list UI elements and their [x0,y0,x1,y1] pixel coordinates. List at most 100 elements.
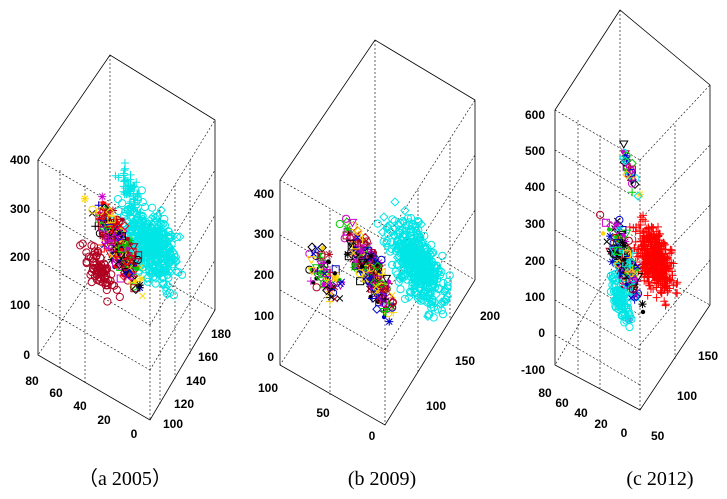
data-point [327,293,335,301]
data-point [126,170,135,179]
data-point [651,268,660,277]
data-point [617,301,626,310]
data-point [114,206,123,216]
data-point [132,178,141,187]
z-tick-label: 200 [525,254,545,268]
data-point [644,277,653,286]
z-tick-label: 400 [525,180,545,194]
data-point [138,198,147,207]
data-point [144,248,153,257]
data-point [625,310,634,319]
y-tick-label: 100 [426,399,446,413]
data-point [410,283,419,293]
data-point [129,261,138,270]
data-point [343,225,352,234]
data-point [402,221,411,230]
data-point [358,258,368,268]
data-point [669,281,678,290]
data-point [627,168,636,177]
data-point [609,274,618,283]
data-point [152,244,162,254]
data-point [135,266,140,271]
data-point [119,258,130,268]
data-point [650,266,659,275]
data-point [632,249,641,258]
y-tick-label: 100 [677,389,697,403]
data-point [121,188,130,197]
data-point [423,260,434,270]
data-point [335,219,344,229]
data-point [350,263,359,272]
data-point [362,237,370,245]
data-point [377,227,388,237]
data-point [78,239,87,248]
data-point [156,205,167,215]
data-point [87,241,96,250]
data-point [436,299,446,310]
y-tick-label: 150 [455,354,475,368]
data-point [101,281,111,290]
data-point [115,229,124,238]
data-point [313,272,323,282]
data-point [125,199,134,208]
data-point [372,304,382,314]
data-point [658,279,667,288]
data-point [624,284,634,293]
data-point [149,217,160,227]
data-point [159,263,169,272]
data-point [321,282,326,287]
z-tick-label: 0 [23,348,30,362]
data-point [135,281,144,290]
data-point [307,267,317,276]
data-point [121,164,130,173]
data-point [437,306,446,315]
data-point [612,286,621,295]
data-point [99,203,110,213]
data-point [638,300,647,309]
data-point [626,268,637,278]
data-point [326,279,335,288]
data-point [385,317,394,326]
data-point [400,294,410,303]
data-point [98,192,107,201]
data-point [655,269,664,278]
data-point [353,226,363,237]
data-point [120,176,129,185]
data-point [126,197,135,206]
data-point [601,218,610,227]
data-point [89,254,98,263]
data-point [325,250,334,259]
data-point [154,229,163,238]
data-point [377,283,387,293]
data-point [437,297,447,307]
data-point [397,257,406,266]
x-tick-label: 80 [25,374,39,388]
data-point [305,265,314,274]
data-point [613,292,622,301]
data-point [326,259,331,265]
data-point [94,275,103,284]
data-point [105,207,115,217]
data-point [102,285,111,295]
data-point [329,288,338,297]
data-point [161,246,170,255]
data-point [108,252,116,260]
data-point [657,288,666,297]
data-point [124,189,133,198]
data-point [660,284,669,293]
data-point [618,140,629,150]
data-point [658,258,667,267]
data-point [313,245,321,253]
data-point [393,259,402,268]
data-point [306,277,315,286]
data-point [622,170,632,180]
data-point [121,268,131,277]
data-point [423,298,432,307]
z-tick-label: 500 [525,144,545,158]
data-point [394,241,403,250]
data-point [631,237,640,246]
data-point [111,224,120,233]
data-point [127,213,138,223]
caption-2005: （a 2005） [78,467,172,490]
data-point [364,262,373,271]
